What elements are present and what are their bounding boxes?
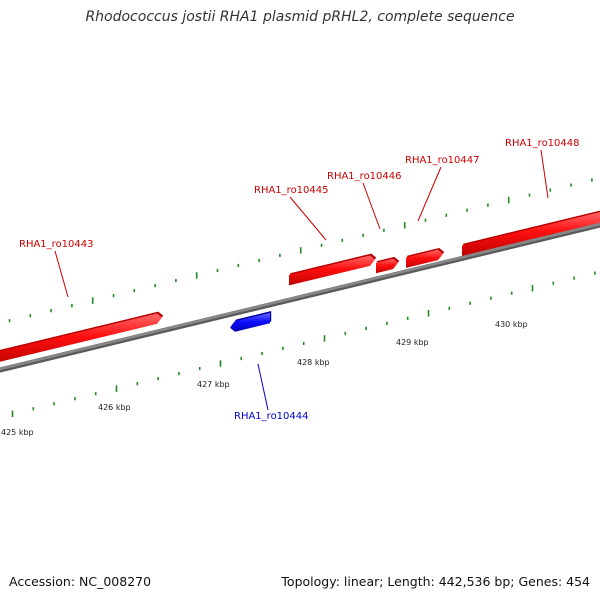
reverse-scale-ticks <box>11 271 596 418</box>
rha1-ro10446-label: RHA1_ro10446 <box>327 171 402 182</box>
gene-arrow-body <box>406 249 443 268</box>
rha1-ro10443-arrow <box>0 311 164 362</box>
gene-labels: RHA1_ro10443 RHA1_ro10444 RHA1_ro10445 RHA1… <box>19 138 580 422</box>
rha1-ro10447-arrow <box>406 247 445 268</box>
rha1-ro10447-leader-line <box>417 166 442 222</box>
page-title: Rhodococcus jostii RHA1 plasmid pRHL2, c… <box>85 9 515 25</box>
scale-labels: 425 kbp 426 kbp 427 kbp 428 kbp 429 kbp 430 k… <box>1 320 528 437</box>
rha1-ro10443-label: RHA1_ro10443 <box>19 239 94 250</box>
sequence-map: RHA1_ro10443 RHA1_ro10444 RHA1_ro10445 RHA1… <box>0 138 600 437</box>
rha1-ro10448-label: RHA1_ro10448 <box>505 138 580 149</box>
rha1-ro10443-leader-line <box>54 250 69 298</box>
sequence-summary: Topology: linear; Length: 442,536 bp; Ge… <box>281 574 590 589</box>
forward-scale-ticks <box>8 178 593 323</box>
gene-arrow-body <box>0 313 162 362</box>
rha1-ro10447-label: RHA1_ro10447 <box>405 155 480 166</box>
rha1-ro10446-leader-line <box>362 182 381 230</box>
rha1-ro10445-arrow <box>289 253 377 286</box>
scale-label-429: 429 kbp <box>396 338 429 347</box>
rha1-ro10444-label: RHA1_ro10444 <box>234 411 309 422</box>
gene-arrow-body <box>289 255 375 286</box>
rha1-ro10444-arrow <box>230 311 272 332</box>
rha1-ro10446-arrow <box>376 256 400 274</box>
scale-label-430: 430 kbp <box>495 320 528 329</box>
gene-arrow-body <box>462 212 600 256</box>
scale-label-425: 425 kbp <box>1 428 34 437</box>
gene-features <box>0 210 600 362</box>
rha1-ro10444-leader-line <box>257 363 269 411</box>
scale-label-426: 426 kbp <box>98 403 131 412</box>
rha1-ro10445-leader-line <box>289 196 327 241</box>
sequence-backbone <box>0 222 600 373</box>
scale-label-428: 428 kbp <box>297 358 330 367</box>
gene-arrow-body <box>230 312 270 332</box>
backbone-highlight <box>0 222 600 371</box>
gene-arrow-body <box>376 258 398 274</box>
rha1-ro10448-leader-line <box>540 149 549 199</box>
scale-label-427: 427 kbp <box>197 380 230 389</box>
rha1-ro10448-arrow <box>462 210 600 256</box>
accession-text: Accession: NC_008270 <box>9 574 152 589</box>
rha1-ro10445-label: RHA1_ro10445 <box>254 185 329 196</box>
